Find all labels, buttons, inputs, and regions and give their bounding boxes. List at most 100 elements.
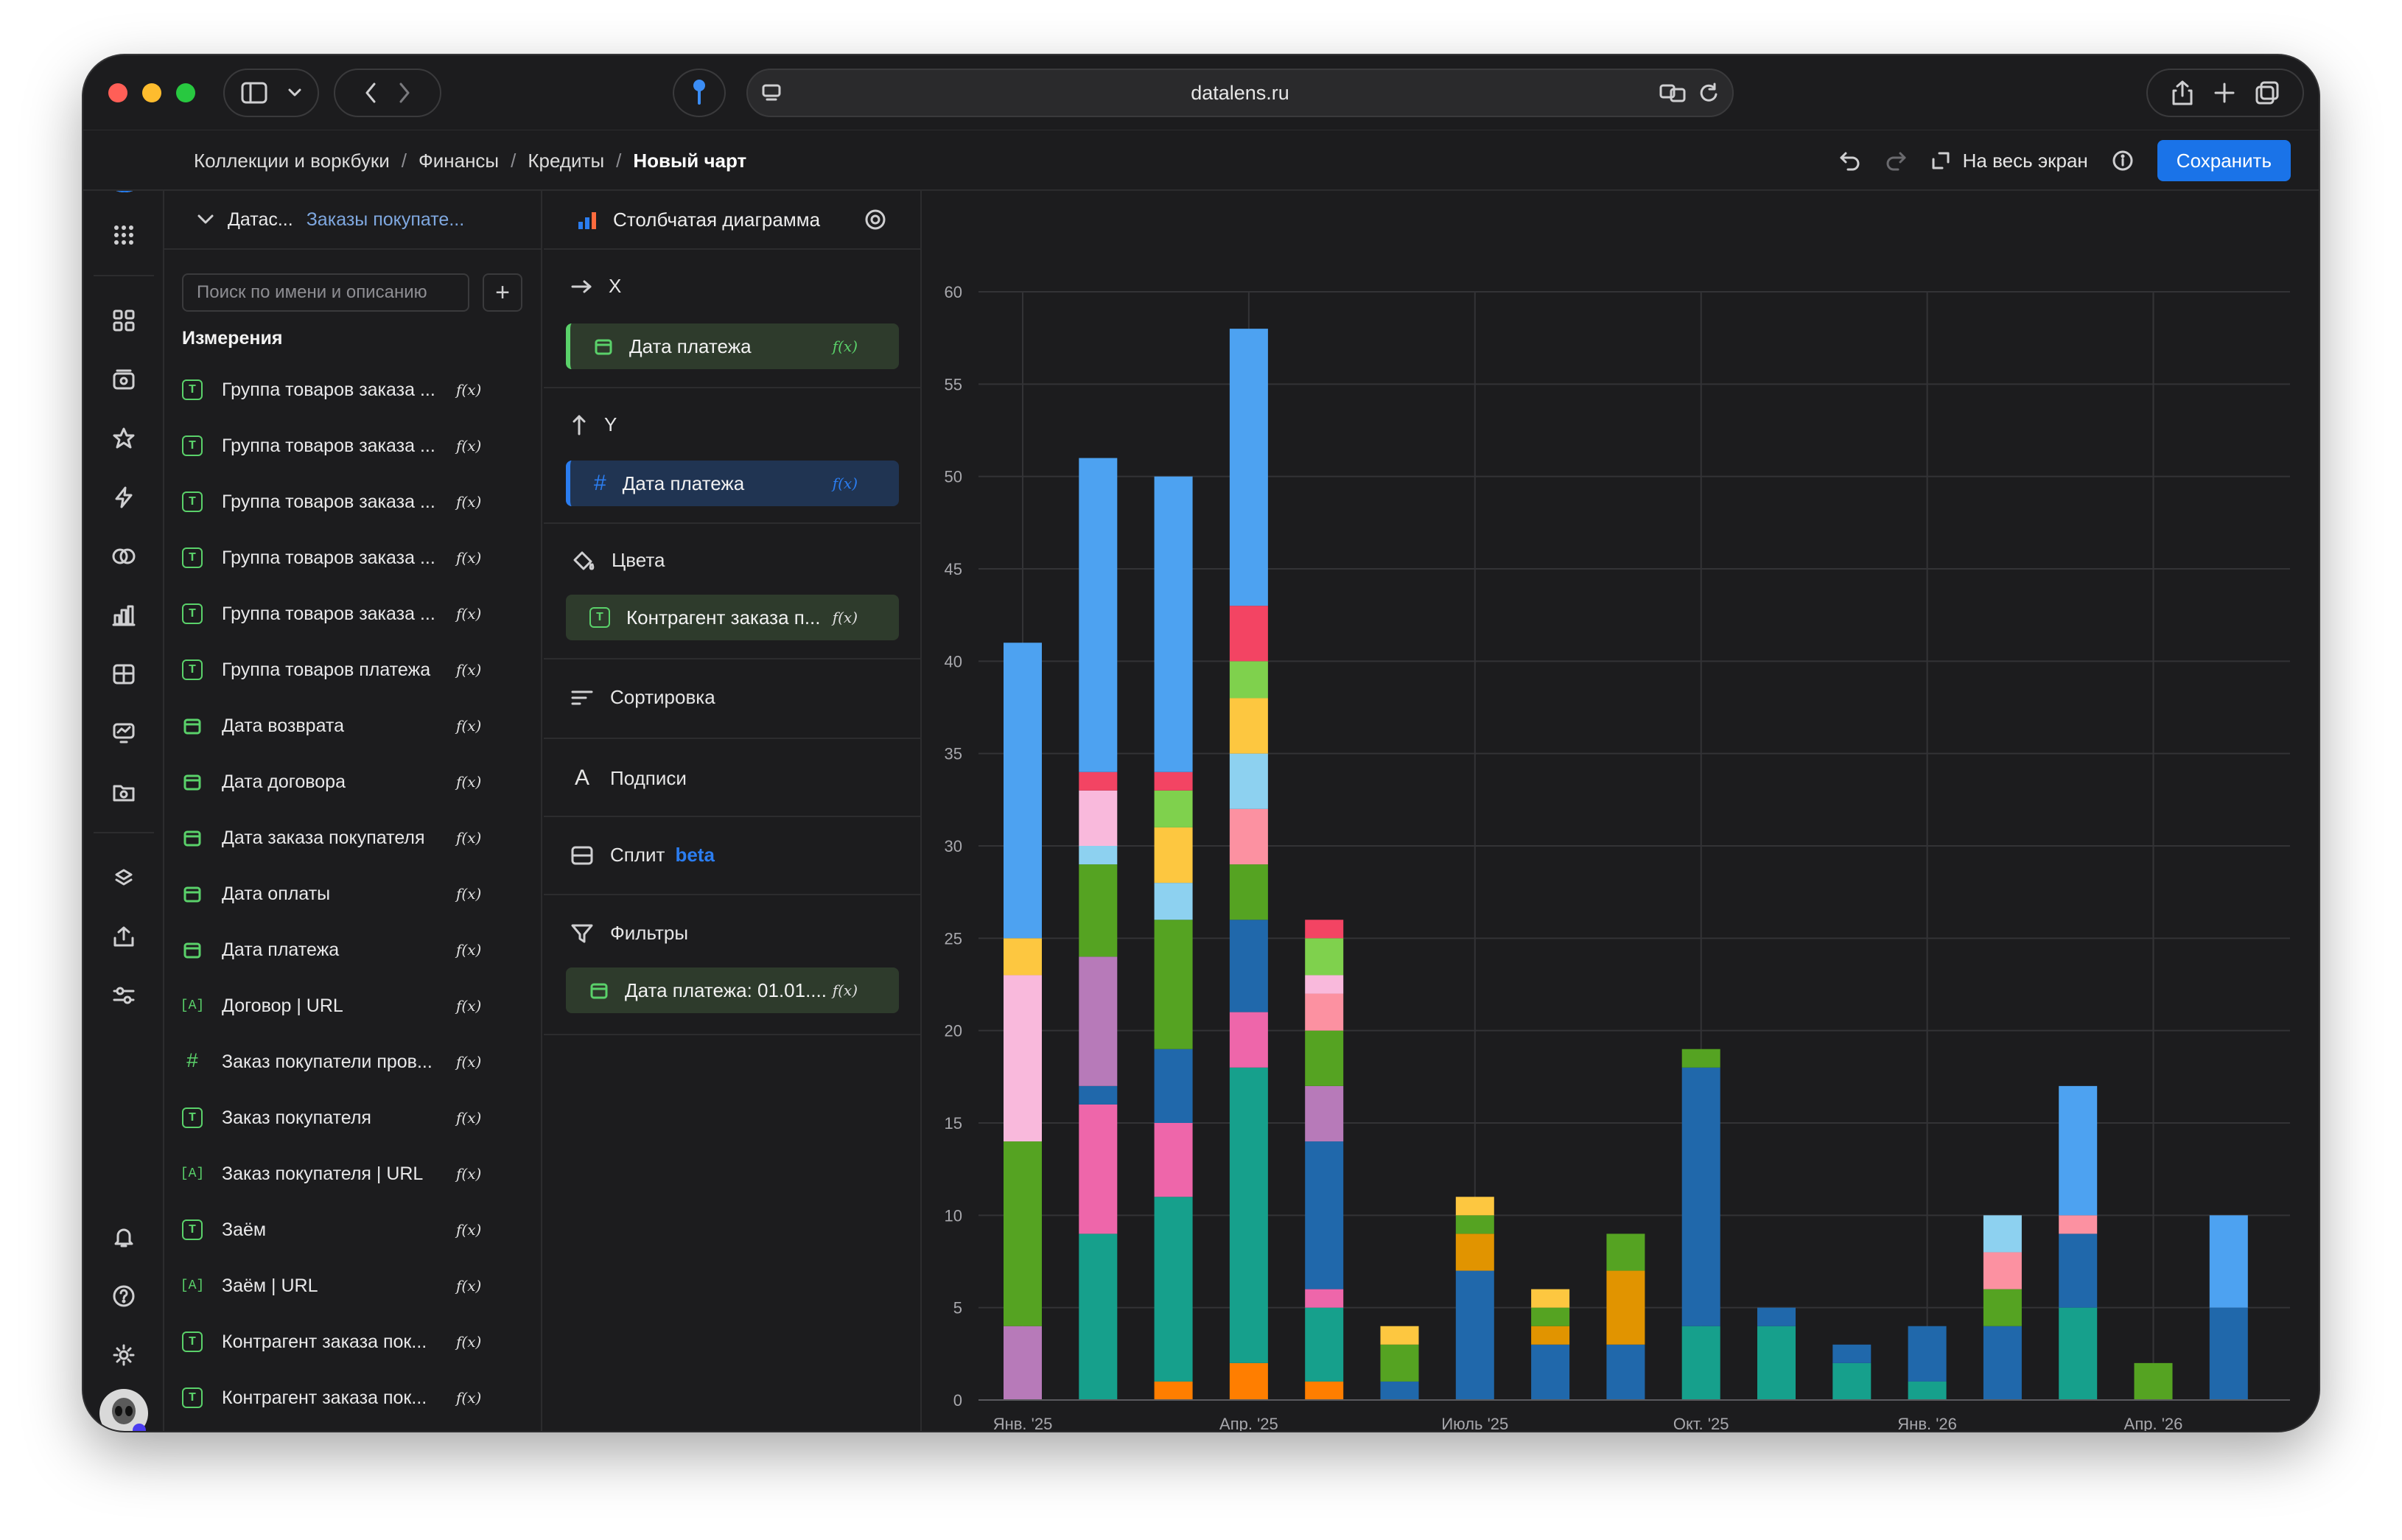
gear-icon[interactable]	[863, 207, 888, 232]
bar-segment[interactable]	[1908, 1381, 1947, 1400]
address-bar[interactable]: datalens.ru	[746, 69, 1734, 117]
upload-icon[interactable]	[106, 919, 141, 954]
formula-icon[interactable]: f(x)	[456, 829, 482, 847]
bar-segment[interactable]	[1832, 1362, 1871, 1400]
bar-segment[interactable]	[2059, 1085, 2098, 1216]
bar-segment[interactable]	[1531, 1326, 1570, 1345]
bar-segment[interactable]	[1531, 1307, 1570, 1326]
bar-segment[interactable]	[1305, 1289, 1344, 1308]
bar-segment[interactable]	[1154, 1123, 1193, 1197]
bar-segment[interactable]	[1079, 1104, 1118, 1234]
notifications-bell-icon[interactable]	[106, 1219, 141, 1255]
filter-field-chip[interactable]: Дата платежа: 01.01.... f(x)	[566, 967, 899, 1013]
stacked-bar-chart[interactable]: 0 5 10 15 20 25 30 35 40 45 50 55 60 Янв. '25 Апр. '25…	[923, 191, 2319, 1431]
formula-icon[interactable]: f(x)	[456, 1333, 482, 1351]
breadcrumb-item[interactable]: Кредиты	[528, 149, 605, 172]
bar-segment[interactable]	[1004, 975, 1042, 1142]
bar-segment[interactable]	[1154, 1381, 1193, 1400]
formula-icon[interactable]: f(x)	[456, 1389, 482, 1407]
share-icon[interactable]	[2171, 80, 2194, 106]
user-avatar[interactable]	[99, 1389, 148, 1431]
bar-segment[interactable]	[1004, 1326, 1042, 1400]
bar-segment[interactable]	[1606, 1270, 1645, 1345]
dataset-field-item[interactable]: [A] Договор | URL f(x)	[181, 990, 521, 1022]
bar-segment[interactable]	[1079, 771, 1118, 791]
bar-segment[interactable]	[1531, 1289, 1570, 1308]
dataset-field-item[interactable]: T Группа товаров платежа f(x)	[182, 654, 521, 686]
formula-icon[interactable]: f(x)	[456, 1053, 482, 1071]
bar-segment[interactable]	[1455, 1233, 1494, 1271]
dataset-field-item[interactable]: T Группа товаров заказа ... f(x)	[182, 598, 521, 630]
split-section[interactable]: Сплит beta	[544, 817, 922, 895]
dataset-field-item[interactable]: T Группа товаров заказа ... f(x)	[182, 430, 521, 462]
formula-icon[interactable]: f(x)	[832, 337, 858, 355]
password-key-button[interactable]	[673, 69, 726, 117]
bar-segment[interactable]	[1305, 920, 1344, 939]
bar-segment[interactable]	[1757, 1307, 1796, 1326]
bar-segment[interactable]	[1229, 808, 1268, 865]
dataset-field-item[interactable]: [A] Заказ покупателя | URL f(x)	[181, 1158, 521, 1190]
x-field-chip[interactable]: Дата платежа f(x)	[566, 323, 899, 369]
sidebar-toggle-button[interactable]	[223, 69, 319, 117]
dataset-name-link[interactable]: Заказы покупате...	[306, 209, 465, 230]
bar-segment[interactable]	[2059, 1233, 2098, 1308]
bar-segment[interactable]	[1455, 1270, 1494, 1400]
minimize-window-button[interactable]	[142, 83, 161, 102]
bar-segment[interactable]	[2059, 1215, 2098, 1234]
add-field-button[interactable]: +	[483, 273, 522, 312]
bar-segment[interactable]	[1079, 458, 1118, 772]
bar-segment[interactable]	[1305, 993, 1344, 1031]
formula-icon[interactable]: f(x)	[456, 1165, 482, 1183]
formula-icon[interactable]: f(x)	[456, 717, 482, 735]
formula-icon[interactable]: f(x)	[456, 549, 482, 567]
dataset-header[interactable]: Датас... Заказы покупате...	[164, 191, 541, 250]
bar-segment[interactable]	[1079, 1233, 1118, 1400]
save-button[interactable]: Сохранить	[2157, 140, 2291, 181]
dashboards-icon[interactable]	[106, 657, 141, 692]
bar-segment[interactable]	[1832, 1344, 1871, 1363]
bar-segment[interactable]	[1229, 661, 1268, 699]
bar-segment[interactable]	[1606, 1233, 1645, 1271]
dataset-field-item[interactable]: T Контрагент заказа пок... f(x)	[182, 1382, 521, 1414]
chart-type-selector[interactable]: Столбчатая диаграмма	[544, 191, 920, 250]
fullscreen-button[interactable]: На весь экран	[1930, 150, 2088, 172]
bar-segment[interactable]	[1531, 1344, 1570, 1400]
dataset-field-item[interactable]: # Заказ покупатели пров... f(x)	[182, 1046, 521, 1078]
close-window-button[interactable]	[108, 83, 127, 102]
dataset-field-item[interactable]: [A] Заём | URL f(x)	[181, 1270, 521, 1302]
bar-segment[interactable]	[1380, 1326, 1419, 1345]
dataset-field-item[interactable]: T Группа товаров заказа ... f(x)	[182, 486, 521, 518]
connections-icon[interactable]	[106, 539, 141, 574]
bar-segment[interactable]	[1305, 975, 1344, 994]
bar-segment[interactable]	[2134, 1362, 2173, 1400]
bar-segment[interactable]	[2059, 1307, 2098, 1400]
info-icon[interactable]	[2112, 150, 2134, 172]
formula-icon[interactable]: f(x)	[832, 981, 858, 999]
bar-segment[interactable]	[2209, 1307, 2248, 1400]
y-field-chip[interactable]: # Дата платежа f(x)	[566, 461, 899, 506]
formula-icon[interactable]: f(x)	[456, 885, 482, 903]
reload-icon[interactable]	[1698, 83, 1719, 103]
bar-segment[interactable]	[1154, 476, 1193, 772]
formula-icon[interactable]: f(x)	[456, 493, 482, 511]
bar-segment[interactable]	[1606, 1344, 1645, 1400]
bar-segment[interactable]	[1154, 827, 1193, 883]
bar-segment[interactable]	[1229, 698, 1268, 754]
bar-segment[interactable]	[1983, 1326, 2022, 1400]
bar-segment[interactable]	[1229, 753, 1268, 809]
help-icon[interactable]	[106, 1278, 141, 1314]
dataset-field-item[interactable]: Дата заказа покупателя f(x)	[182, 822, 521, 854]
bar-segment[interactable]	[1229, 606, 1268, 662]
bar-segment[interactable]	[1154, 790, 1193, 827]
tabs-overview-icon[interactable]	[2255, 80, 2280, 105]
folder-icon[interactable]	[106, 774, 141, 810]
bar-segment[interactable]	[1983, 1252, 2022, 1289]
bar-segment[interactable]	[1079, 1085, 1118, 1105]
dataset-field-item[interactable]: T Группа товаров заказа ... f(x)	[182, 374, 521, 406]
bar-segment[interactable]	[1305, 1141, 1344, 1289]
bar-segment[interactable]	[1305, 938, 1344, 976]
settings-sliders-icon[interactable]	[106, 978, 141, 1013]
bar-segment[interactable]	[1229, 1067, 1268, 1363]
bar-segment[interactable]	[1154, 883, 1193, 920]
bar-segment[interactable]	[1154, 1049, 1193, 1123]
